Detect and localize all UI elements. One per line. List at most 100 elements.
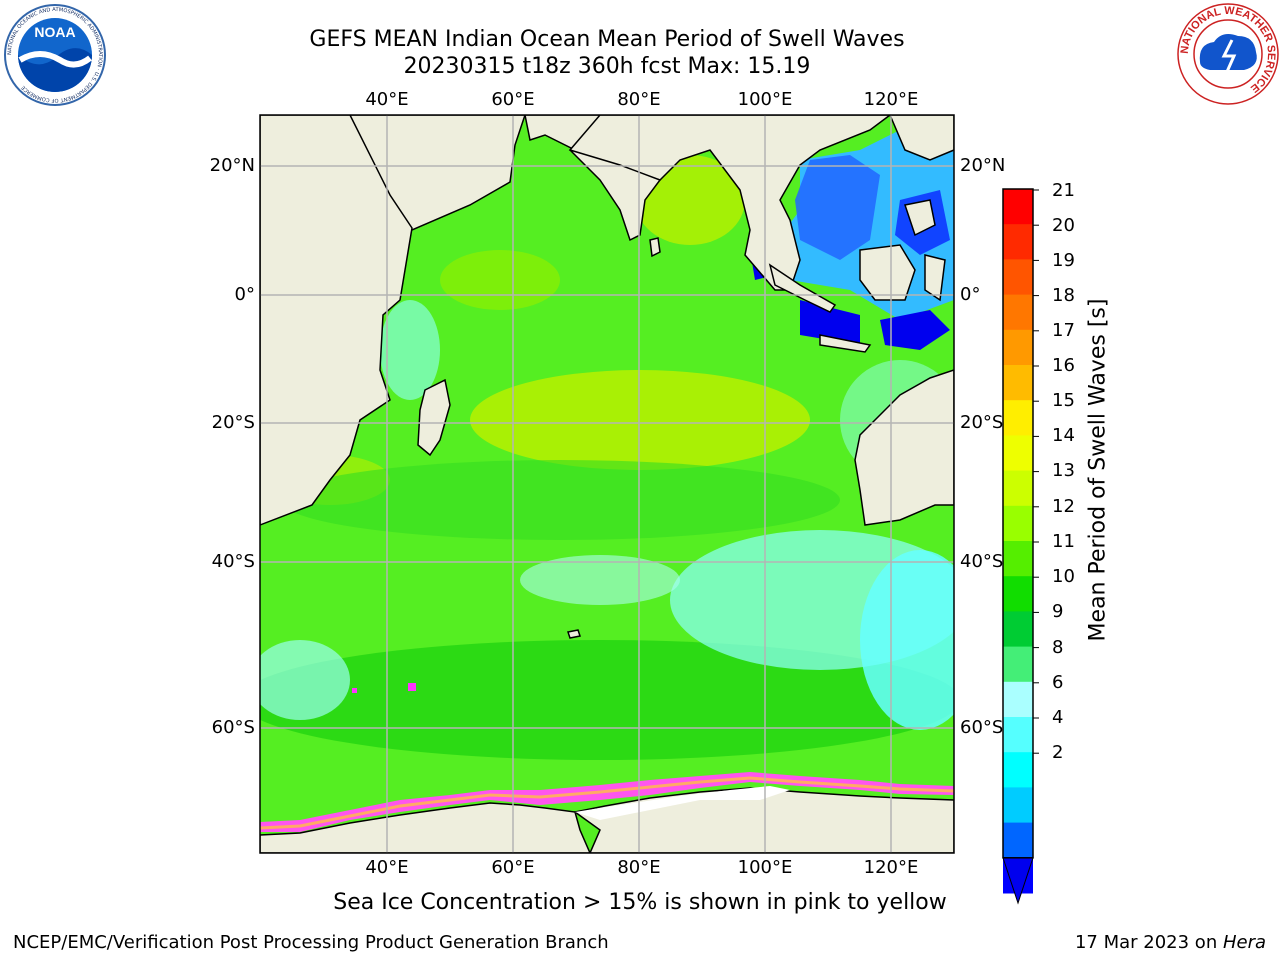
java-sea-low [800, 300, 860, 345]
top-lon-label: 100°E [737, 89, 793, 110]
colorbar-tick-label: 11 [1052, 531, 1075, 552]
map-frame [259, 114, 955, 854]
colorbar-tick-label: 10 [1052, 566, 1075, 587]
colorbar-tick-label: 21 [1052, 180, 1075, 201]
sea-ice-edge [260, 776, 954, 830]
colorbar-segment [1003, 400, 1033, 436]
colorbar-tick-label: 12 [1052, 496, 1075, 517]
colorbar-segment [1003, 646, 1033, 683]
right-lat-label: 40°S [960, 551, 1004, 572]
colorbar-segment [1003, 435, 1033, 472]
top-lon-label: 60°E [491, 89, 535, 110]
colorbar-segment [1003, 822, 1033, 859]
landmass-east-asia [889, 115, 954, 161]
colorbar-outline [1002, 188, 1034, 859]
low-period-zone [520, 555, 680, 605]
left-lat-label: 40°S [211, 551, 255, 572]
colorbar-segment [1003, 611, 1033, 648]
chart-title: GEFS MEAN Indian Ocean Mean Period of Sw… [309, 27, 905, 52]
top-lon-label: 80°E [617, 89, 661, 110]
noaa-logo-text: NOAA [34, 24, 75, 40]
bottom-lon-label: 60°E [491, 857, 535, 878]
sea-ice-caption: Sea Ice Concentration > 15% is shown in … [333, 890, 947, 915]
period-band [280, 460, 840, 540]
sea-ice-band [260, 772, 954, 832]
left-lat-label: 20°S [211, 412, 255, 433]
ice-shelf [575, 786, 790, 820]
high-period-zone [470, 370, 810, 470]
colorbar-segment [1003, 259, 1033, 296]
footer-credit: NCEP/EMC/Verification Post Processing Pr… [13, 932, 609, 953]
left-lat-label: 60°S [211, 717, 255, 738]
colorbar-segment [1003, 752, 1033, 788]
landmass-india-peninsula [569, 149, 662, 242]
bottom-lon-label: 100°E [737, 857, 793, 878]
colorbar-segment [1003, 576, 1033, 612]
colorbar-tick-label: 16 [1052, 355, 1075, 376]
landmass-sulawesi [924, 254, 946, 302]
colorbar-tick-label: 9 [1052, 601, 1064, 622]
colorbar-segment [1003, 224, 1033, 260]
colorbar-segment [1003, 717, 1033, 753]
footer-date: 17 Mar 2023 on Hera [1075, 932, 1266, 953]
right-lat-label: 60°S [960, 717, 1004, 738]
landmass-sri-lanka [649, 237, 661, 258]
colorbar-label: Mean Period of Swell Waves [s] [1085, 298, 1111, 642]
colorbar-segment [1003, 787, 1033, 824]
landmass-australia [854, 369, 954, 526]
colorbar-segment [1003, 541, 1033, 577]
landmass-java [819, 334, 872, 353]
landmass-sumatra [768, 263, 837, 313]
colorbar-segment [1003, 365, 1033, 401]
bottom-lon-label: 40°E [365, 857, 409, 878]
sea-ice-spot [408, 683, 416, 691]
colorbar-segment [1003, 681, 1033, 718]
period-band [260, 640, 954, 760]
left-lat-label: 0° [234, 284, 255, 305]
low-period-zone [380, 300, 440, 400]
landmass-borneo [859, 244, 916, 301]
sea-ice-spot [352, 688, 357, 693]
top-lon-label: 40°E [365, 89, 409, 110]
left-lat-label: 20°N [209, 155, 255, 176]
colorbar-tick-label: 20 [1052, 215, 1075, 236]
noaa-logo: NOAA NATIONAL OCEANIC AND ATMOSPHERIC AD… [4, 4, 106, 106]
landmass-antarctica-west [260, 802, 591, 853]
colorbar-tick-label: 19 [1052, 250, 1075, 271]
right-lat-label: 20°N [960, 155, 1006, 176]
nws-logo: NATIONAL WEATHER SERVICE [1177, 3, 1279, 105]
chart-subtitle: 20230315 t18z 360h fcst Max: 15.19 [403, 54, 811, 79]
low-period-zone [260, 640, 350, 720]
south-china-sea-low [795, 155, 880, 260]
footer-host: Hera [1222, 932, 1266, 953]
right-lat-label: 20°S [960, 412, 1004, 433]
colorbar-tick-label: 14 [1052, 425, 1075, 446]
footer-date-text: 17 Mar 2023 on [1074, 932, 1223, 953]
bottom-lon-label: 120°E [863, 857, 919, 878]
colorbar-tick-label: 13 [1052, 460, 1075, 481]
colorbar [1002, 188, 1039, 905]
colorbar-segment [1003, 329, 1033, 366]
banda-sea-low [880, 310, 950, 350]
landmass-philippines [904, 199, 936, 237]
top-lon-label: 120°E [863, 89, 919, 110]
landmass-kerguelen [567, 629, 581, 639]
high-period-zone [440, 250, 560, 310]
graticule [260, 115, 954, 853]
colorbar-tick-label: 6 [1052, 672, 1064, 693]
colorbar-tick-label: 4 [1052, 707, 1064, 728]
landmass-madagascar [417, 378, 451, 457]
colorbar-tick-label: 17 [1052, 320, 1075, 341]
low-period-zone [860, 550, 954, 730]
colorbar-segment [1003, 294, 1033, 331]
colorbar-tick-label: 2 [1052, 742, 1064, 763]
bottom-lon-label: 80°E [617, 857, 661, 878]
right-lat-label: 0° [960, 284, 981, 305]
colorbar-segment [1003, 189, 1033, 225]
colorbar-segment [1003, 505, 1033, 542]
colorbar-tick-label: 8 [1052, 637, 1064, 658]
colorbar-tick-label: 15 [1052, 390, 1075, 411]
colorbar-tick-label: 18 [1052, 285, 1075, 306]
colorbar-segment [1003, 470, 1033, 507]
